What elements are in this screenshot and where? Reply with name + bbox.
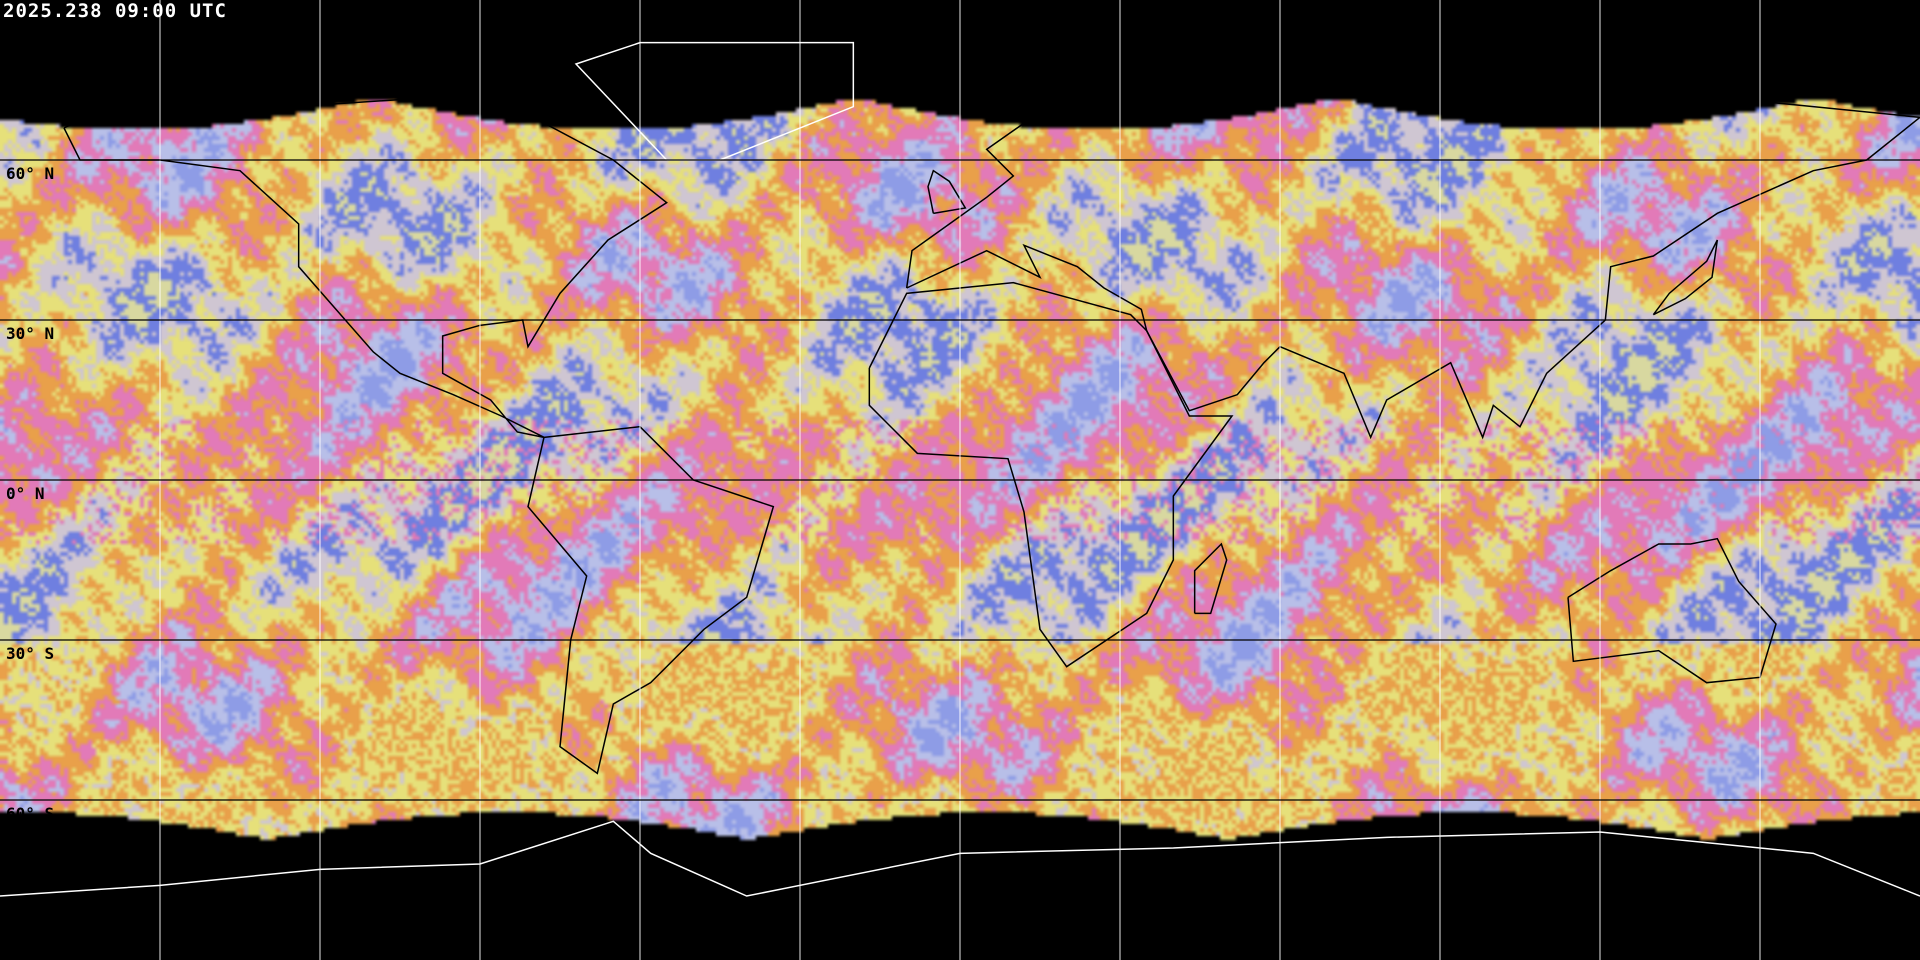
lat-label-30s: 30° S xyxy=(6,644,55,663)
lat-label-30n: 30° N xyxy=(6,324,55,343)
coastline-africa xyxy=(868,281,1234,668)
lat-label-0n: 0° N xyxy=(6,484,45,503)
coastline-australia xyxy=(1567,537,1777,684)
coastline-greenland xyxy=(574,41,855,161)
coastline-madagascar xyxy=(1193,542,1228,615)
coastline-eurasia xyxy=(905,68,1920,440)
lat-label-60s: 60° S xyxy=(6,804,55,823)
timestamp-title: 2025.238 09:00 UTC xyxy=(3,0,227,22)
coastline-japan xyxy=(1652,239,1719,316)
coastline-north-america xyxy=(63,95,668,439)
coastline-south-america xyxy=(527,425,775,775)
lat-label-60n: 60° N xyxy=(6,164,55,183)
